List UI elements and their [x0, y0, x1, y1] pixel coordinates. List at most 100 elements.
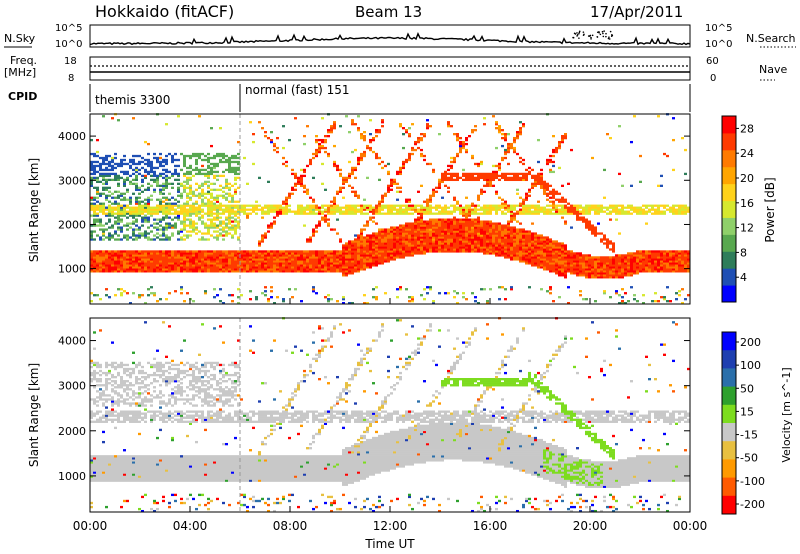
power-cell: [513, 258, 516, 261]
power-cell: [396, 254, 399, 257]
power-cell: [471, 224, 474, 227]
power-cell: [489, 228, 492, 231]
power-cell: [255, 200, 258, 203]
power-cell: [141, 250, 144, 253]
power-cell: [321, 117, 324, 120]
power-cell: [189, 198, 192, 201]
power-cell: [114, 206, 117, 209]
power-cell: [492, 248, 495, 251]
power-cell: [408, 127, 411, 130]
power-cell: [378, 206, 381, 209]
power-cell: [522, 125, 525, 128]
power-cell: [459, 144, 462, 148]
power-cell: [570, 266, 573, 269]
power-cell: [114, 166, 117, 170]
power-cell: [540, 168, 543, 172]
power-cell: [288, 264, 291, 267]
power-cell: [297, 270, 300, 273]
power-cell: [468, 244, 471, 247]
power-cell: [165, 228, 168, 231]
power-cell: [408, 154, 411, 158]
power-cell: [327, 210, 330, 213]
power-cell: [108, 268, 111, 271]
power-cell: [582, 256, 585, 259]
power-cell: [321, 256, 324, 259]
power-cell: [405, 246, 408, 249]
power-cell: [213, 264, 216, 267]
power-cell: [477, 234, 480, 237]
power-cell: [126, 178, 129, 182]
power-cell: [381, 234, 384, 237]
power-cell: [147, 220, 150, 223]
power-cell: [486, 244, 489, 247]
power-cell: [351, 150, 354, 154]
power-cell: [105, 182, 108, 185]
power-cell: [180, 168, 183, 172]
power-cell: [408, 206, 411, 209]
power-cell: [444, 174, 447, 178]
power-cell: [105, 228, 108, 231]
power-cell: [426, 200, 429, 203]
power-cell: [363, 260, 366, 263]
power-cell: [216, 294, 219, 297]
power-cell: [387, 210, 390, 213]
power-cell: [570, 212, 573, 215]
power-cell: [198, 154, 201, 158]
power-cell: [135, 178, 138, 182]
power-cell: [237, 140, 240, 144]
power-cell: [345, 206, 348, 209]
power-cell: [579, 212, 582, 215]
power-cell: [291, 264, 294, 267]
power-cell: [123, 252, 126, 255]
power-cell: [141, 232, 144, 235]
power-cell: [234, 168, 237, 172]
power-cell: [258, 262, 261, 265]
power-cell: [177, 188, 180, 191]
power-cell: [183, 162, 186, 166]
power-cell: [135, 264, 138, 267]
power-cell: [417, 204, 420, 207]
power-cell: [579, 218, 582, 221]
power-cell: [372, 212, 375, 215]
power-cell: [429, 228, 432, 231]
cpid-mode-themis: themis 3300: [95, 93, 170, 107]
power-cell: [108, 204, 111, 207]
power-cell: [579, 260, 582, 263]
power-cell: [180, 196, 183, 199]
power-cell: [96, 192, 99, 195]
power-cell: [516, 212, 519, 215]
power-cell: [459, 234, 462, 237]
power-cell: [195, 188, 198, 191]
power-cell: [450, 125, 453, 128]
power-cell: [417, 136, 420, 140]
power-cell: [153, 212, 156, 215]
power-cell: [225, 252, 228, 255]
power-cell: [360, 208, 363, 211]
power-cell: [462, 226, 465, 229]
power-cell: [357, 127, 360, 130]
power-cell: [576, 256, 579, 259]
power-cell: [324, 266, 327, 269]
power-cell: [141, 264, 144, 267]
power-cell: [447, 125, 450, 128]
power-cell: [351, 246, 354, 249]
power-cell: [168, 216, 171, 219]
power-cell: [315, 150, 318, 154]
power-cell: [201, 222, 204, 225]
power-cell: [531, 184, 534, 187]
power-cell: [474, 208, 477, 211]
power-cell: [528, 194, 531, 197]
power-cell: [225, 260, 228, 263]
power-cell: [150, 174, 153, 178]
power-cell: [378, 156, 381, 160]
power-cell: [129, 210, 132, 213]
power-cell: [468, 222, 471, 225]
power-cell: [396, 182, 399, 185]
power-cell: [483, 234, 486, 237]
power-cell: [408, 238, 411, 241]
power-cell: [129, 260, 132, 263]
power-cell: [204, 158, 207, 162]
power-cell: [267, 268, 270, 271]
power-cell: [264, 134, 267, 138]
power-cell: [561, 242, 564, 245]
